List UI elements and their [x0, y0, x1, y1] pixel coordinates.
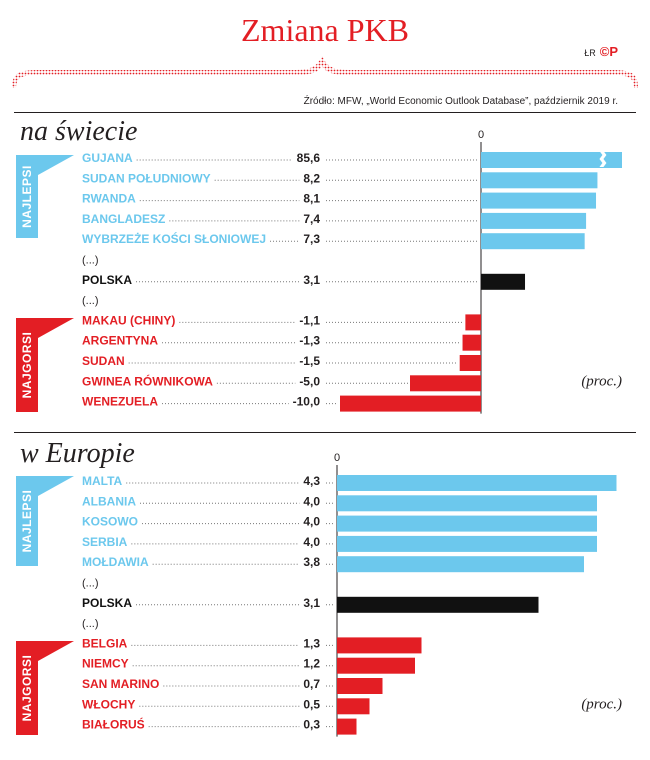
bar — [337, 596, 539, 613]
country-label: SUDAN — [82, 354, 125, 368]
bar — [459, 355, 481, 371]
country-label: SAN MARINO — [82, 677, 159, 691]
country-label: SUDAN POŁUDNIOWY — [82, 171, 211, 185]
zero-tick-label: 0 — [478, 129, 484, 141]
worst-group-tab — [16, 641, 38, 735]
bar — [481, 172, 598, 189]
zero-tick-label: 0 — [334, 452, 340, 464]
best-group-label: NAJLEPSI — [20, 490, 34, 553]
ellipsis-row: (...) — [82, 255, 99, 267]
bar — [337, 475, 617, 491]
panel-title: na świecie — [20, 116, 137, 147]
bar — [340, 395, 481, 412]
chart-title: Zmiana PKB — [241, 12, 409, 48]
bar — [462, 334, 481, 351]
value-label: 0,7 — [303, 677, 320, 691]
country-label: ALBANIA — [82, 494, 136, 508]
bar — [337, 698, 370, 715]
bar — [337, 657, 415, 674]
bar — [337, 556, 584, 573]
bar — [337, 637, 422, 654]
value-label: 7,4 — [303, 212, 320, 226]
value-label: 4,0 — [303, 515, 320, 529]
value-label: 4,0 — [303, 535, 320, 549]
ellipsis-row: (...) — [82, 578, 99, 590]
country-label: WŁOCHY — [82, 697, 135, 711]
value-label: 1,2 — [303, 657, 320, 671]
bar — [481, 233, 585, 250]
ellipsis-row: (...) — [82, 618, 99, 630]
country-label: NIEMCY — [82, 657, 129, 671]
section-divider — [14, 112, 636, 113]
bar — [481, 212, 587, 229]
value-label: -1,1 — [299, 313, 320, 327]
country-label: WYBRZEŻE KOŚCI SŁONIOWEJ — [82, 231, 266, 246]
axis-break-mark — [599, 151, 607, 167]
unit-label: (proc.) — [581, 373, 622, 389]
value-label: 3,8 — [303, 555, 320, 569]
bar — [337, 535, 597, 552]
bar — [337, 678, 383, 694]
best-group-tab — [16, 476, 38, 566]
country-label: MAKAU (CHINY) — [82, 313, 175, 327]
country-label: GUJANA — [82, 151, 133, 165]
value-label: 4,3 — [303, 474, 320, 488]
worst-group-tab — [16, 318, 38, 412]
axis-break-mark — [599, 394, 607, 411]
section-divider — [14, 432, 636, 433]
value-label: 3,1 — [303, 596, 320, 610]
country-label: BIAŁORUŚ — [82, 717, 145, 732]
publisher-logo: ©P — [599, 44, 618, 59]
best-group-label: NAJLEPSI — [20, 165, 34, 228]
country-label: POLSKA — [82, 273, 132, 287]
value-label: 8,2 — [303, 171, 320, 185]
value-label: -1,3 — [299, 334, 320, 348]
brand-signature: ŁR ©P — [584, 44, 618, 59]
country-label: SERBIA — [82, 535, 128, 549]
bar — [465, 314, 481, 331]
value-label: -1,5 — [299, 354, 320, 368]
bar — [337, 515, 597, 532]
bar — [410, 375, 481, 392]
decorative-brace — [12, 56, 638, 88]
bar — [481, 152, 622, 168]
value-label: 8,1 — [303, 192, 320, 206]
best-group-corner — [38, 155, 74, 175]
panel-title: w Europie — [20, 438, 135, 469]
country-label: WENEZUELA — [82, 395, 158, 409]
country-label: POLSKA — [82, 596, 132, 610]
worst-group-label: NAJGORSI — [20, 655, 34, 722]
country-label: KOSOWO — [82, 515, 138, 529]
best-group-tab — [16, 155, 38, 238]
country-label: MOŁDAWIA — [82, 555, 149, 569]
worst-group-corner — [38, 318, 74, 338]
country-label: RWANDA — [82, 192, 136, 206]
value-label: 85,6 — [297, 151, 321, 165]
unit-label: (proc.) — [581, 696, 622, 712]
best-group-corner — [38, 476, 74, 496]
source-note: Źródło: MFW, „World Economic Outlook Dat… — [303, 96, 618, 107]
bar — [337, 718, 357, 735]
country-label: ARGENTYNA — [82, 334, 158, 348]
value-label: 0,3 — [303, 718, 320, 732]
value-label: 0,5 — [303, 697, 320, 711]
value-label: 7,3 — [303, 232, 320, 246]
value-label: 1,3 — [303, 636, 320, 650]
country-label: MALTA — [82, 474, 123, 488]
worst-group-corner — [38, 641, 74, 661]
country-label: BANGLADESZ — [82, 212, 165, 226]
country-label: GWINEA RÓWNIKOWA — [82, 373, 213, 388]
country-label: BELGIA — [82, 636, 128, 650]
value-label: 4,0 — [303, 494, 320, 508]
value-label: 3,1 — [303, 273, 320, 287]
value-label: -10,0 — [293, 395, 321, 409]
bar — [337, 495, 597, 512]
bar — [481, 192, 597, 209]
author-initials: ŁR — [584, 48, 596, 58]
bar — [481, 273, 526, 290]
ellipsis-row: (...) — [82, 295, 99, 307]
value-label: -5,0 — [299, 374, 320, 388]
worst-group-label: NAJGORSI — [20, 332, 34, 399]
